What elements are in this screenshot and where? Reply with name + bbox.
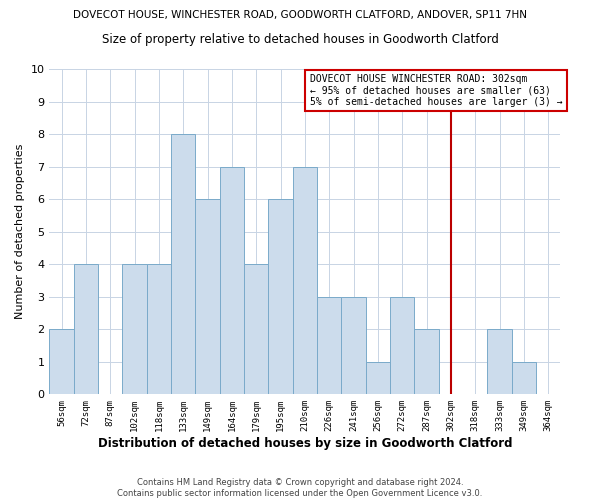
Bar	[171, 134, 196, 394]
Bar	[49, 330, 74, 394]
Bar	[415, 330, 439, 394]
Bar	[147, 264, 171, 394]
Bar	[317, 296, 341, 394]
Bar	[268, 199, 293, 394]
Bar	[366, 362, 390, 394]
Bar	[220, 166, 244, 394]
X-axis label: Distribution of detached houses by size in Goodworth Clatford: Distribution of detached houses by size …	[98, 437, 512, 450]
Bar	[512, 362, 536, 394]
Text: DOVECOT HOUSE, WINCHESTER ROAD, GOODWORTH CLATFORD, ANDOVER, SP11 7HN: DOVECOT HOUSE, WINCHESTER ROAD, GOODWORT…	[73, 10, 527, 20]
Bar	[390, 296, 415, 394]
Bar	[487, 330, 512, 394]
Bar	[74, 264, 98, 394]
Bar	[341, 296, 366, 394]
Bar	[244, 264, 268, 394]
Bar	[293, 166, 317, 394]
Text: Contains HM Land Registry data © Crown copyright and database right 2024.
Contai: Contains HM Land Registry data © Crown c…	[118, 478, 482, 498]
Bar	[196, 199, 220, 394]
Bar	[122, 264, 147, 394]
Text: Size of property relative to detached houses in Goodworth Clatford: Size of property relative to detached ho…	[101, 32, 499, 46]
Text: DOVECOT HOUSE WINCHESTER ROAD: 302sqm
← 95% of detached houses are smaller (63)
: DOVECOT HOUSE WINCHESTER ROAD: 302sqm ← …	[310, 74, 562, 107]
Y-axis label: Number of detached properties: Number of detached properties	[15, 144, 25, 320]
